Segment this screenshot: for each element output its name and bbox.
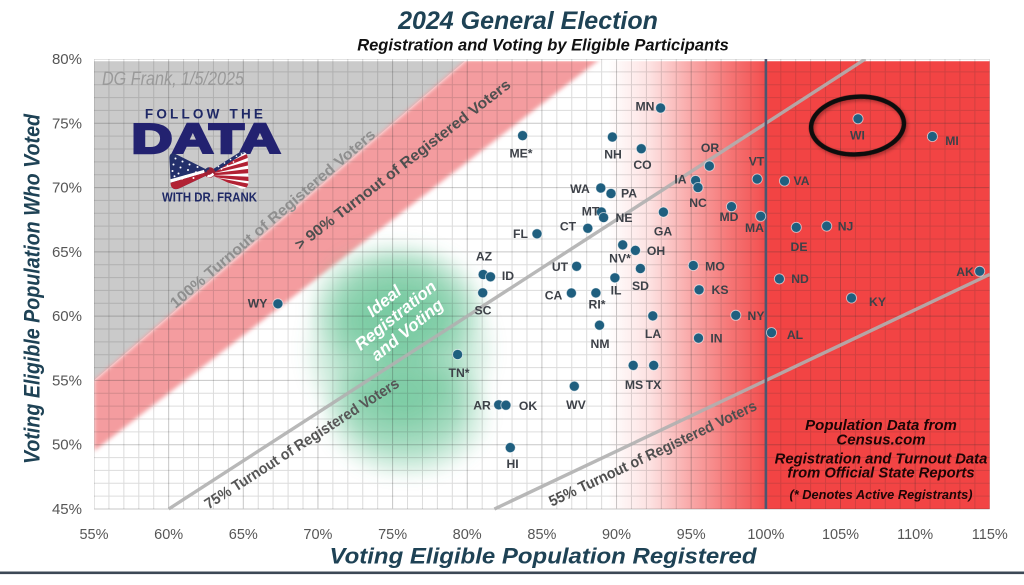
svg-text:AK: AK (956, 265, 974, 279)
svg-text:WI: WI (850, 129, 865, 143)
svg-text:IL: IL (611, 284, 622, 298)
svg-text:CA: CA (545, 288, 563, 302)
svg-text:55%: 55% (52, 372, 82, 389)
svg-text:KS: KS (712, 283, 729, 297)
svg-text:OH: OH (647, 244, 665, 258)
svg-text:105%: 105% (822, 527, 859, 543)
svg-text:WY: WY (248, 297, 268, 311)
svg-text:WA: WA (570, 182, 590, 196)
svg-text:NH: NH (604, 148, 622, 162)
svg-text:60%: 60% (154, 527, 183, 543)
svg-text:MD: MD (720, 210, 739, 224)
svg-text:NE: NE (616, 211, 633, 225)
svg-text:MT: MT (582, 205, 600, 219)
svg-text:VA: VA (793, 174, 809, 188)
svg-text:(* Denotes Active Registrants): (* Denotes Active Registrants) (790, 487, 973, 502)
svg-text:110%: 110% (897, 527, 933, 543)
svg-text:MI: MI (945, 134, 959, 148)
svg-text:NY: NY (748, 309, 765, 323)
svg-text:KY: KY (869, 295, 886, 309)
svg-text:75%: 75% (52, 115, 82, 132)
svg-text:DG Frank, 1/5/2025: DG Frank, 1/5/2025 (102, 69, 244, 90)
svg-text:AR: AR (473, 399, 491, 413)
svg-text:NM: NM (591, 337, 610, 351)
svg-text:60%: 60% (52, 308, 82, 325)
svg-text:IN: IN (710, 331, 722, 345)
svg-text:95%: 95% (677, 527, 706, 543)
svg-text:OR: OR (701, 141, 719, 155)
svg-text:UT: UT (552, 260, 569, 274)
svg-text:WITH DR. FRANK: WITH DR. FRANK (162, 190, 258, 205)
svg-text:PA: PA (621, 187, 637, 201)
svg-text:NC: NC (689, 196, 707, 210)
svg-text:FOLLOW THE: FOLLOW THE (145, 107, 266, 122)
svg-text:Voting Eligible Population Reg: Voting Eligible Population Registered (330, 544, 758, 569)
svg-text:AZ: AZ (476, 249, 493, 263)
svg-text:85%: 85% (527, 527, 556, 543)
svg-text:70%: 70% (303, 527, 332, 543)
svg-text:DATA: DATA (132, 115, 281, 162)
svg-text:AL: AL (787, 328, 804, 342)
svg-text:DE: DE (791, 240, 808, 254)
svg-text:MO: MO (705, 260, 725, 274)
svg-text:80%: 80% (52, 51, 82, 68)
svg-text:SC: SC (475, 303, 492, 317)
svg-text:from Official State Reports: from Official State Reports (787, 466, 974, 482)
svg-text:100%: 100% (747, 527, 784, 543)
svg-text:ME*: ME* (509, 147, 532, 161)
svg-text:TN*: TN* (449, 366, 470, 380)
svg-text:WV: WV (566, 398, 587, 412)
svg-text:Census.com: Census.com (836, 432, 925, 449)
svg-text:65%: 65% (52, 244, 82, 261)
svg-text:NV*: NV* (609, 252, 631, 266)
svg-text:CO: CO (633, 158, 651, 172)
svg-text:VT: VT (749, 155, 765, 169)
svg-text:2024 General Election: 2024 General Election (397, 7, 658, 35)
svg-text:Registration and Voting by Eli: Registration and Voting by Eligible Part… (357, 37, 729, 55)
svg-text:MA: MA (745, 221, 764, 235)
svg-text:NJ: NJ (838, 219, 854, 233)
svg-text:FL: FL (513, 227, 528, 241)
svg-text:ND: ND (791, 272, 809, 286)
svg-text:CT: CT (560, 220, 577, 234)
svg-text:70%: 70% (52, 180, 82, 197)
svg-text:TX: TX (646, 378, 662, 392)
svg-text:45%: 45% (52, 501, 82, 518)
svg-text:OK: OK (519, 399, 537, 413)
svg-text:SD: SD (632, 279, 649, 293)
svg-text:50%: 50% (52, 437, 82, 454)
svg-text:115%: 115% (972, 527, 1008, 543)
svg-text:IA: IA (674, 173, 686, 187)
svg-text:75%: 75% (378, 527, 407, 543)
svg-text:MN: MN (636, 100, 655, 114)
svg-text:LA: LA (645, 327, 661, 341)
svg-text:Registration and Turnout Data: Registration and Turnout Data (775, 452, 988, 468)
svg-text:80%: 80% (453, 527, 482, 543)
svg-text:Voting Eligible Population Who: Voting Eligible Population Who Voted (20, 113, 45, 464)
svg-text:ID: ID (502, 269, 514, 283)
svg-text:HI: HI (507, 457, 519, 471)
svg-text:90%: 90% (602, 527, 631, 543)
svg-text:65%: 65% (229, 527, 258, 543)
svg-text:MS: MS (625, 378, 643, 392)
svg-text:55%: 55% (79, 527, 108, 543)
svg-text:GA: GA (654, 225, 672, 239)
svg-text:RI*: RI* (589, 297, 606, 311)
svg-text:Population Data from: Population Data from (805, 417, 957, 434)
